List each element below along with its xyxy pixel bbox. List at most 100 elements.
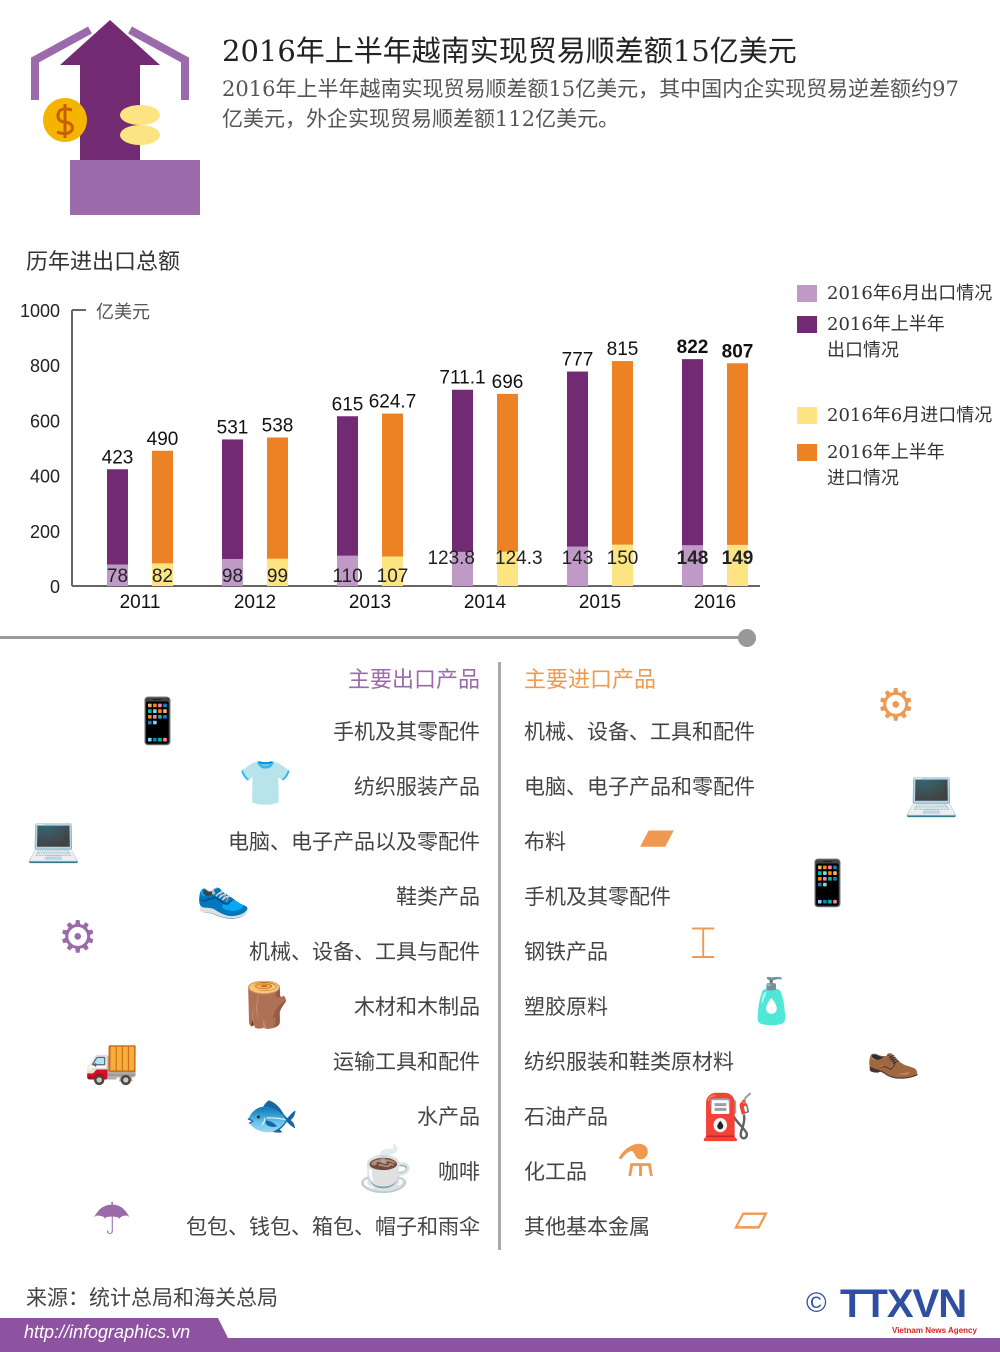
x-tick-label: 2012 [234,592,276,613]
data-label: 711.1 [439,368,485,389]
export-item: 水产品 [417,1105,480,1129]
bar-export-june [337,555,358,586]
bar-export-total [567,371,588,586]
imports-heading: 主要进口产品 [524,668,657,693]
legend-item: 2016年上半年进口情况 [797,440,957,492]
bar-import-june [152,563,173,586]
export-item: 手机及其零配件 [333,720,480,744]
bag-umbrella-icon: ☂ [92,1194,132,1245]
data-label: 123.8 [427,548,475,569]
x-tick-label: 2016 [694,592,736,613]
bar-import-total [497,393,518,586]
page-subtitle: 2016年上半年越南实现贸易顺差额15亿美元，其中国内企实现贸易逆差额约97亿美… [222,77,959,131]
x-tick-label: 2014 [464,592,507,613]
bar-export-june [222,558,243,586]
footer-bar [0,1338,1000,1352]
section-divider [0,636,745,639]
logo-text: TTXVN [840,1282,967,1326]
url-tab [0,1318,235,1352]
legend-swatch [797,407,817,424]
import-item: 石油产品 [524,1105,608,1129]
legend-label: 2016年6月进口情况 [827,405,993,426]
legend-item: 2016年6月进口情况 [797,403,992,429]
data-label: 99 [267,566,288,587]
plastic-bottle-icon: 🧴 [744,976,799,1027]
data-label: 490 [147,429,179,450]
bar-import-june [382,556,403,586]
import-item: 化工品 [524,1160,587,1184]
data-label: 822 [677,337,709,358]
x-tick-label: 2015 [579,592,621,613]
import-item: 其他基本金属 [524,1215,650,1239]
legend-item: 2016年6月出口情况 [797,281,992,307]
import-item: 布料 [524,830,566,854]
import-item: 电脑、电子产品和零配件 [524,775,755,799]
shoe-icon: 👞 [866,1030,921,1081]
export-item: 机械、设备、工具与配件 [249,940,480,964]
y-tick-label: 800 [30,356,60,376]
import-item: 纺织服装和鞋类原材料 [524,1050,734,1074]
chemical-icon: ⚗ [616,1136,656,1187]
export-item: 咖啡 [438,1160,480,1184]
metal-bar-icon: ▱ [734,1192,768,1243]
bar-import-total [612,361,633,586]
y-tick-label: 600 [30,411,60,431]
bar-export-total [107,469,128,586]
bar-import-june [267,558,288,586]
exports-heading: 主要出口产品 [347,668,480,693]
clothing-icon: 👕 [238,758,293,809]
y-tick-label: 400 [30,467,60,487]
bar-import-total [727,363,748,586]
data-label: 98 [222,566,243,587]
website-link[interactable]: http://infographics.vn [24,1322,191,1342]
gear-wrench-icon: ⚙ [876,680,916,731]
y-tick-label: 0 [50,577,60,597]
data-label: 78 [107,566,128,587]
export-item: 运输工具和配件 [333,1050,480,1074]
legend-label: 2016年上半年进口情况 [827,442,945,489]
data-label: 815 [607,339,639,360]
data-label: 124.3 [495,548,543,569]
legend-swatch [797,316,817,333]
column-divider [498,662,501,1250]
gear-wrench-icon: ⚙ [58,912,98,963]
export-item: 鞋类产品 [396,885,480,909]
data-label: 807 [722,341,754,362]
legend-label: 2016年6月出口情况 [827,283,993,304]
import-item: 机械、设备、工具和配件 [524,720,755,744]
source-note: 来源：统计总局和海关总局 [26,1286,278,1310]
shoe-icon: 👟 [196,870,251,921]
export-container-icon [31,20,200,215]
laptop-icon: 💻 [904,768,959,819]
steel-beam-icon: ⌶ [690,918,717,969]
logo-subtitle: Vietnam News Agency [892,1326,977,1335]
import-item: 手机及其零配件 [524,885,671,909]
import-item: 钢铁产品 [524,940,608,964]
data-label: 777 [562,350,594,371]
oil-fuel-icon: ⛽ [700,1092,755,1143]
export-item: 纺织服装产品 [354,775,480,799]
y-tick-label: 200 [30,522,60,542]
chart-title: 历年进出口总额 [26,250,181,275]
phone-icon: 📱 [130,696,185,747]
export-item: 包包、钱包、箱包、帽子和雨伞 [186,1215,480,1239]
data-label: 624.7 [369,392,417,413]
bar-export-june [452,551,473,586]
bar-export-june [682,545,703,586]
data-label: 538 [262,416,294,437]
bar-export-june [567,546,588,586]
bar-export-total [682,359,703,586]
data-label: 143 [562,548,594,569]
bar-import-june [612,544,633,586]
bar-export-total [337,416,358,586]
data-label: 150 [607,548,639,569]
y-axis-unit: 亿美元 [96,302,150,323]
import-item: 塑胶原料 [524,995,608,1019]
x-tick-label: 2013 [349,592,391,613]
bar-import-total [382,413,403,586]
bar-chart: 0 200 400 600 800 1000 423 78 490 82 2011 531 98 538 9… [20,301,760,613]
header-illustration [30,20,210,220]
legend-swatch [797,444,817,461]
y-tick-label: 1000 [20,301,60,321]
bar-export-total [452,389,473,586]
